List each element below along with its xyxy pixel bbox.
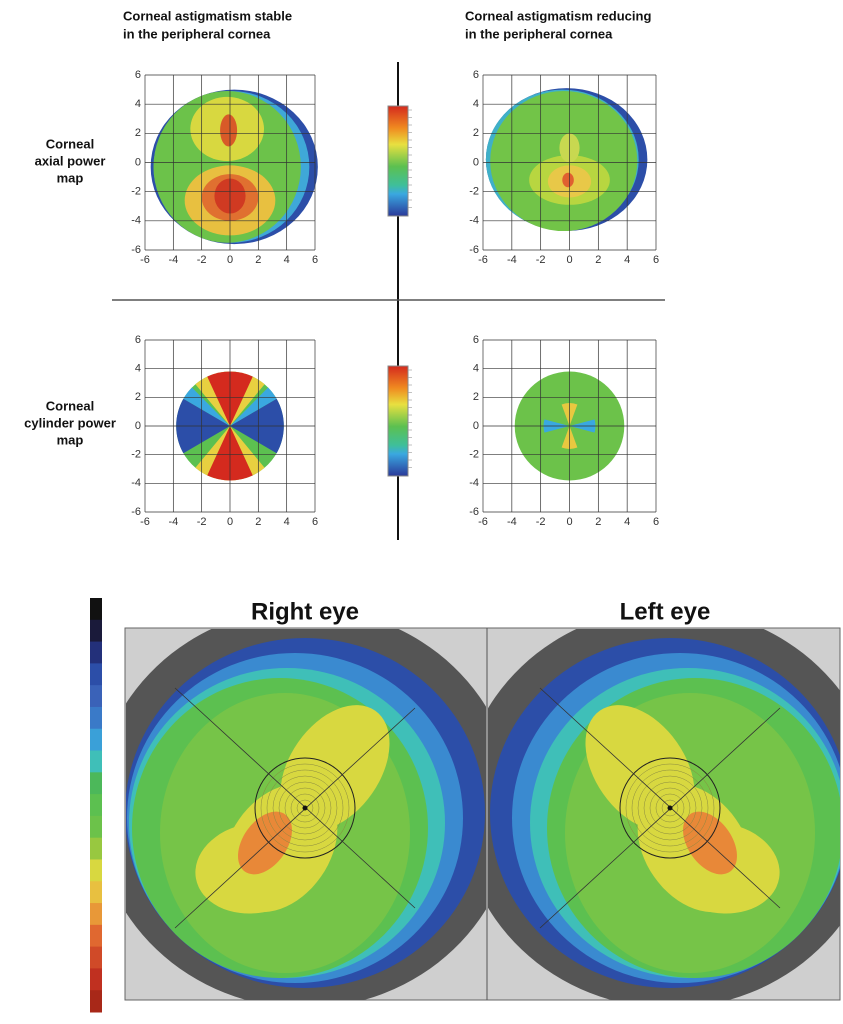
x-tick-label: -2 — [536, 254, 546, 266]
row-label: cylinder power — [24, 415, 116, 430]
x-tick-label: -4 — [168, 516, 178, 528]
row-label: axial power — [35, 153, 106, 168]
scale-step — [90, 990, 102, 1012]
x-tick-label: -4 — [507, 516, 517, 528]
y-tick-label: -6 — [469, 244, 479, 256]
row-label: map — [57, 170, 84, 185]
scale-step — [90, 772, 102, 794]
x-tick-label: 6 — [312, 254, 318, 266]
x-tick-label: -2 — [197, 254, 207, 266]
scale-step — [90, 794, 102, 816]
y-tick-label: -4 — [469, 477, 479, 489]
y-tick-label: 0 — [473, 156, 479, 168]
y-tick-label: -4 — [469, 215, 479, 227]
x-tick-label: 2 — [595, 516, 601, 528]
x-tick-label: -2 — [536, 516, 546, 528]
y-tick-label: 4 — [473, 98, 479, 110]
y-tick-label: 6 — [473, 69, 479, 81]
x-tick-label: 6 — [312, 516, 318, 528]
x-tick-label: -4 — [168, 254, 178, 266]
row-label: Corneal — [46, 136, 94, 151]
y-tick-label: -2 — [469, 186, 479, 198]
map-region — [220, 114, 237, 146]
scale-step — [90, 903, 102, 925]
x-tick-label: 6 — [653, 254, 659, 266]
x-tick-label: 0 — [227, 516, 233, 528]
row-label: map — [57, 432, 84, 447]
x-tick-label: -4 — [507, 254, 517, 266]
scale-step — [90, 707, 102, 729]
y-tick-label: 6 — [473, 334, 479, 346]
eye-map — [95, 608, 515, 1008]
scale-step — [90, 816, 102, 838]
scale-step — [90, 642, 102, 664]
x-tick-label: 0 — [566, 516, 572, 528]
scale-step — [90, 685, 102, 707]
y-tick-label: 6 — [135, 334, 141, 346]
column-title: Corneal astigmatism stable — [123, 8, 292, 23]
y-tick-label: 2 — [135, 127, 141, 139]
y-tick-label: 6 — [135, 69, 141, 81]
scale-step — [90, 838, 102, 860]
scale-step — [90, 968, 102, 990]
x-tick-label: 0 — [566, 254, 572, 266]
color-bar — [388, 106, 408, 216]
y-tick-label: -6 — [131, 506, 141, 518]
y-tick-label: -4 — [131, 477, 141, 489]
scale-step — [90, 663, 102, 685]
scale-step — [90, 620, 102, 642]
row-label: Corneal — [46, 398, 94, 413]
x-tick-label: 4 — [624, 254, 630, 266]
scale-step — [90, 859, 102, 881]
x-tick-label: 0 — [227, 254, 233, 266]
x-tick-label: 2 — [255, 516, 261, 528]
y-tick-label: 0 — [473, 420, 479, 432]
x-tick-label: 6 — [653, 516, 659, 528]
figure: Corneal astigmatism stable in the periphe… — [0, 0, 843, 1024]
scale-step — [90, 881, 102, 903]
x-tick-label: -6 — [478, 516, 488, 528]
y-tick-label: -4 — [131, 215, 141, 227]
x-tick-label: 4 — [284, 254, 290, 266]
scale-step — [90, 729, 102, 751]
y-tick-label: -2 — [131, 449, 141, 461]
y-tick-label: -2 — [469, 449, 479, 461]
y-tick-label: 2 — [473, 391, 479, 403]
y-tick-label: 2 — [473, 127, 479, 139]
scale-step — [90, 925, 102, 947]
center — [668, 806, 673, 811]
x-tick-label: -6 — [140, 516, 150, 528]
eye-title: Left eye — [620, 598, 711, 625]
color-bar — [388, 366, 408, 476]
y-tick-label: -6 — [131, 244, 141, 256]
y-tick-label: 4 — [473, 363, 479, 375]
scale-step — [90, 598, 102, 620]
y-tick-label: 0 — [135, 420, 141, 432]
x-tick-label: -2 — [197, 516, 207, 528]
scale-step — [90, 751, 102, 773]
y-tick-label: 0 — [135, 156, 141, 168]
y-tick-label: -2 — [131, 186, 141, 198]
y-tick-label: -6 — [469, 506, 479, 518]
scale-step — [90, 947, 102, 969]
x-tick-label: 4 — [284, 516, 290, 528]
y-tick-label: 2 — [135, 391, 141, 403]
column-title: in the peripheral cornea — [123, 26, 271, 41]
column-title: in the peripheral cornea — [465, 26, 613, 41]
y-tick-label: 4 — [135, 98, 141, 110]
x-tick-label: -6 — [140, 254, 150, 266]
eye-title: Right eye — [251, 598, 359, 625]
y-tick-label: 4 — [135, 363, 141, 375]
center — [303, 806, 308, 811]
column-title: Corneal astigmatism reducing — [465, 8, 651, 23]
map-region — [562, 173, 574, 188]
x-tick-label: -6 — [478, 254, 488, 266]
x-tick-label: 4 — [624, 516, 630, 528]
x-tick-label: 2 — [255, 254, 261, 266]
x-tick-label: 2 — [595, 254, 601, 266]
